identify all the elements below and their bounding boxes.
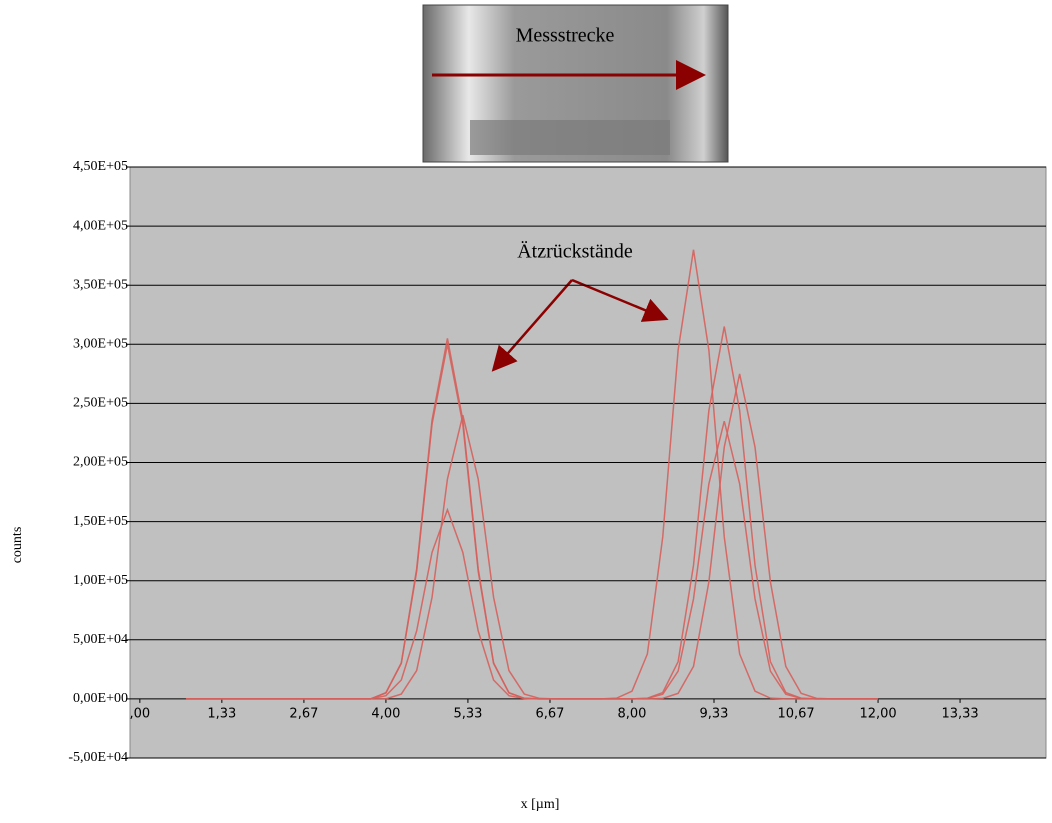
series-line	[185, 420, 879, 700]
x-tick-label: 10,67	[777, 706, 814, 721]
x-tick-label: 1,33	[207, 706, 236, 721]
y-tick-label: 3,00E+05	[73, 337, 128, 352]
y-tick-label: 5,00E+04	[73, 632, 128, 647]
x-tick-label: 8,00	[618, 706, 647, 721]
x-tick-label: 13,33	[941, 706, 978, 721]
y-tick-label: 2,50E+05	[73, 396, 128, 411]
x-tick-label: 5,33	[453, 706, 482, 721]
y-tick-label: 4,00E+05	[73, 218, 128, 233]
y-tick-label: 1,50E+05	[73, 514, 128, 529]
y-tick-label: 4,50E+05	[73, 159, 128, 174]
x-tick-label: 9,33	[700, 706, 729, 721]
x-tick-label: 12,00	[859, 706, 896, 721]
y-tick-label: 3,50E+05	[73, 277, 128, 292]
annotation-arrows	[491, 278, 669, 372]
x-tick-label: ,00	[129, 706, 150, 721]
annotation: Ätzrückstände	[517, 240, 633, 263]
y-tick-label: -5,00E+04	[68, 750, 128, 765]
x-tick-label: 4,00	[371, 706, 400, 721]
photo: Messstrecke	[422, 4, 729, 163]
x-tick-label: 6,67	[536, 706, 565, 721]
y-tick-label: 1,00E+05	[73, 573, 128, 588]
x-axis-label: x [µm]	[521, 797, 560, 812]
y-tick-label: 2,00E+05	[73, 455, 128, 470]
y-tick-label: 0,00E+00	[73, 691, 128, 706]
x-tick-label: 2,67	[289, 706, 318, 721]
y-axis-label: counts	[10, 527, 25, 564]
photo-label: Messstrecke	[516, 25, 615, 47]
